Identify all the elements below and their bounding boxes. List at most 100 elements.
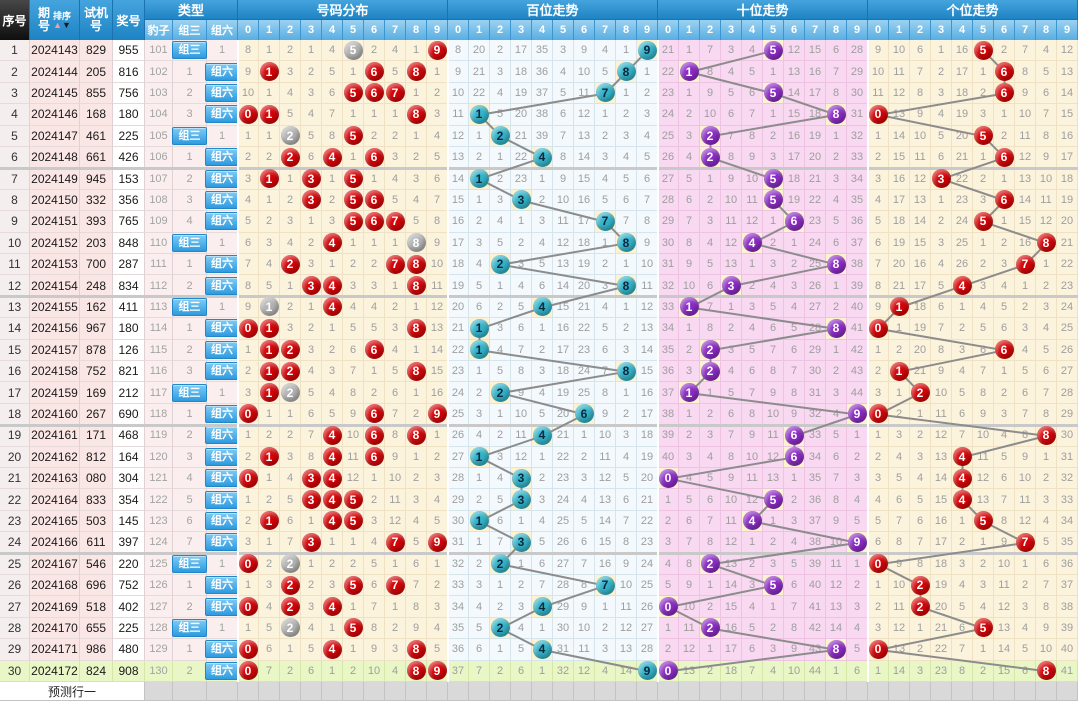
dist-cell: 1 bbox=[406, 296, 427, 319]
miss-count: 6 bbox=[685, 514, 693, 527]
hundreds-ball: 4 bbox=[532, 425, 552, 445]
units-cell: 6 bbox=[868, 232, 889, 254]
miss-count: 1 bbox=[349, 151, 357, 164]
units-cell: 2 bbox=[1036, 275, 1057, 297]
miss-count: 35 bbox=[451, 621, 465, 634]
miss-count: 19 bbox=[514, 86, 528, 99]
tens-cell: 3 bbox=[721, 339, 742, 361]
miss-count: 24 bbox=[661, 108, 675, 121]
digit-tick: 0 bbox=[448, 20, 469, 40]
miss-count: 18 bbox=[808, 108, 822, 121]
prize-digit-ball: 9 bbox=[427, 661, 447, 681]
miss-count: 4 bbox=[307, 621, 315, 634]
miss-count: 2 bbox=[244, 450, 252, 463]
units-cell: 7 bbox=[931, 318, 952, 340]
prize-digit-ball: 4 bbox=[322, 276, 342, 296]
miss-count: 2 bbox=[1021, 300, 1029, 313]
hundreds-cell: 6 bbox=[490, 510, 511, 533]
miss-count: 26 bbox=[451, 429, 465, 442]
miss-count: 1 bbox=[769, 215, 777, 228]
tens-cell: 10 bbox=[700, 104, 721, 126]
miss-count: 21 bbox=[955, 151, 969, 164]
units-cell: 41 bbox=[1057, 660, 1078, 682]
miss-count: 3 bbox=[979, 108, 987, 121]
tens-cell: 2 bbox=[784, 489, 805, 511]
units-cell: 14 bbox=[1015, 189, 1036, 212]
repeat-digit-ball: 5 bbox=[343, 40, 363, 60]
miss-count: 2 bbox=[685, 429, 693, 442]
miss-count: 6 bbox=[1000, 322, 1008, 335]
miss-count: 5 bbox=[286, 493, 294, 506]
dist-cell: 2 bbox=[238, 147, 259, 169]
miss-count: 8 bbox=[685, 236, 693, 249]
hundreds-ball: 2 bbox=[490, 126, 510, 146]
units-cell: 1 bbox=[973, 232, 994, 254]
hundreds-cell: 2 bbox=[490, 553, 511, 575]
tens-cell: 18 bbox=[784, 168, 805, 190]
footer-cell bbox=[385, 682, 406, 701]
miss-count: 4 bbox=[832, 193, 840, 206]
miss-count: 4 bbox=[601, 300, 609, 313]
miss-count: 1 bbox=[349, 643, 357, 656]
miss-count: 2 bbox=[265, 557, 273, 570]
hundreds-ball: 8 bbox=[616, 62, 636, 82]
miss-count: 8 bbox=[958, 664, 966, 677]
hundreds-cell: 30 bbox=[553, 617, 574, 640]
miss-count: 4 bbox=[307, 365, 315, 378]
prediction-row-label: 预测行一 bbox=[0, 682, 145, 701]
hundreds-cell: 7 bbox=[574, 553, 595, 575]
tens-cell: 5 bbox=[700, 254, 721, 276]
prize-digit-ball: 3 bbox=[301, 169, 321, 189]
units-cell: 29 bbox=[1057, 403, 1078, 426]
miss-count: 2 bbox=[979, 172, 987, 185]
dist-cell: 2 bbox=[364, 489, 385, 511]
miss-count: 1 bbox=[538, 450, 546, 463]
period-cell: 2024163 bbox=[30, 468, 80, 490]
units-cell: 5 bbox=[889, 468, 910, 490]
units-cell: 0 bbox=[868, 318, 889, 340]
prize-digit-ball: 8 bbox=[406, 425, 426, 445]
units-cell: 1 bbox=[868, 660, 889, 682]
miss-count: 7 bbox=[622, 514, 630, 527]
miss-count: 3 bbox=[538, 365, 546, 378]
miss-count: 11 bbox=[389, 493, 401, 506]
miss-count: 1 bbox=[601, 600, 609, 613]
dist-cell: 8 bbox=[406, 361, 427, 383]
units-cell: 12 bbox=[910, 168, 931, 190]
zuliu-cell: 组六 bbox=[204, 660, 240, 682]
units-cell: 7 bbox=[1036, 382, 1057, 404]
miss-count: 3 bbox=[286, 65, 294, 78]
tens-cell: 10 bbox=[763, 403, 784, 426]
hundreds-cell: 4 bbox=[532, 639, 553, 661]
hundreds-cell: 18 bbox=[448, 254, 469, 276]
units-cell: 1 bbox=[952, 296, 973, 319]
miss-count: 11 bbox=[557, 215, 569, 228]
baozi-cell: 123 bbox=[145, 510, 173, 533]
type-group-label: 类型 bbox=[145, 0, 238, 20]
miss-count: 2 bbox=[265, 493, 273, 506]
sort-asc-icon[interactable]: ▲ bbox=[53, 19, 62, 30]
miss-count: 2 bbox=[601, 621, 609, 634]
miss-count: 1 bbox=[265, 536, 273, 549]
miss-count: 1 bbox=[475, 536, 483, 549]
dist-cell: 2 bbox=[301, 575, 322, 597]
miss-count: 1 bbox=[979, 65, 987, 78]
hundreds-cell: 15 bbox=[574, 168, 595, 190]
miss-count: 5 bbox=[496, 108, 504, 121]
units-cell: 19 bbox=[910, 318, 931, 340]
sort-control[interactable]: 排序 ▲ ▼ bbox=[53, 11, 71, 30]
miss-count: 12 bbox=[556, 236, 570, 249]
footer-cell bbox=[238, 682, 259, 701]
miss-count: 5 bbox=[727, 86, 735, 99]
miss-count: 7 bbox=[307, 429, 315, 442]
sort-desc-icon[interactable]: ▼ bbox=[62, 19, 71, 30]
baozi-cell: 129 bbox=[145, 639, 173, 661]
miss-count: 11 bbox=[431, 279, 443, 292]
miss-count: 8 bbox=[706, 536, 714, 549]
miss-count: 7 bbox=[727, 429, 735, 442]
hundreds-cell: 2 bbox=[490, 425, 511, 447]
dist-cell: 7 bbox=[385, 575, 406, 597]
tens-cell: 6 bbox=[700, 489, 721, 511]
hundreds-cell: 1 bbox=[469, 339, 490, 361]
miss-count: 39 bbox=[535, 129, 549, 142]
